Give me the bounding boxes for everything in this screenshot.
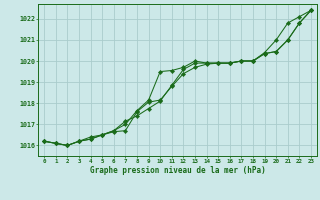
X-axis label: Graphe pression niveau de la mer (hPa): Graphe pression niveau de la mer (hPa) (90, 166, 266, 175)
